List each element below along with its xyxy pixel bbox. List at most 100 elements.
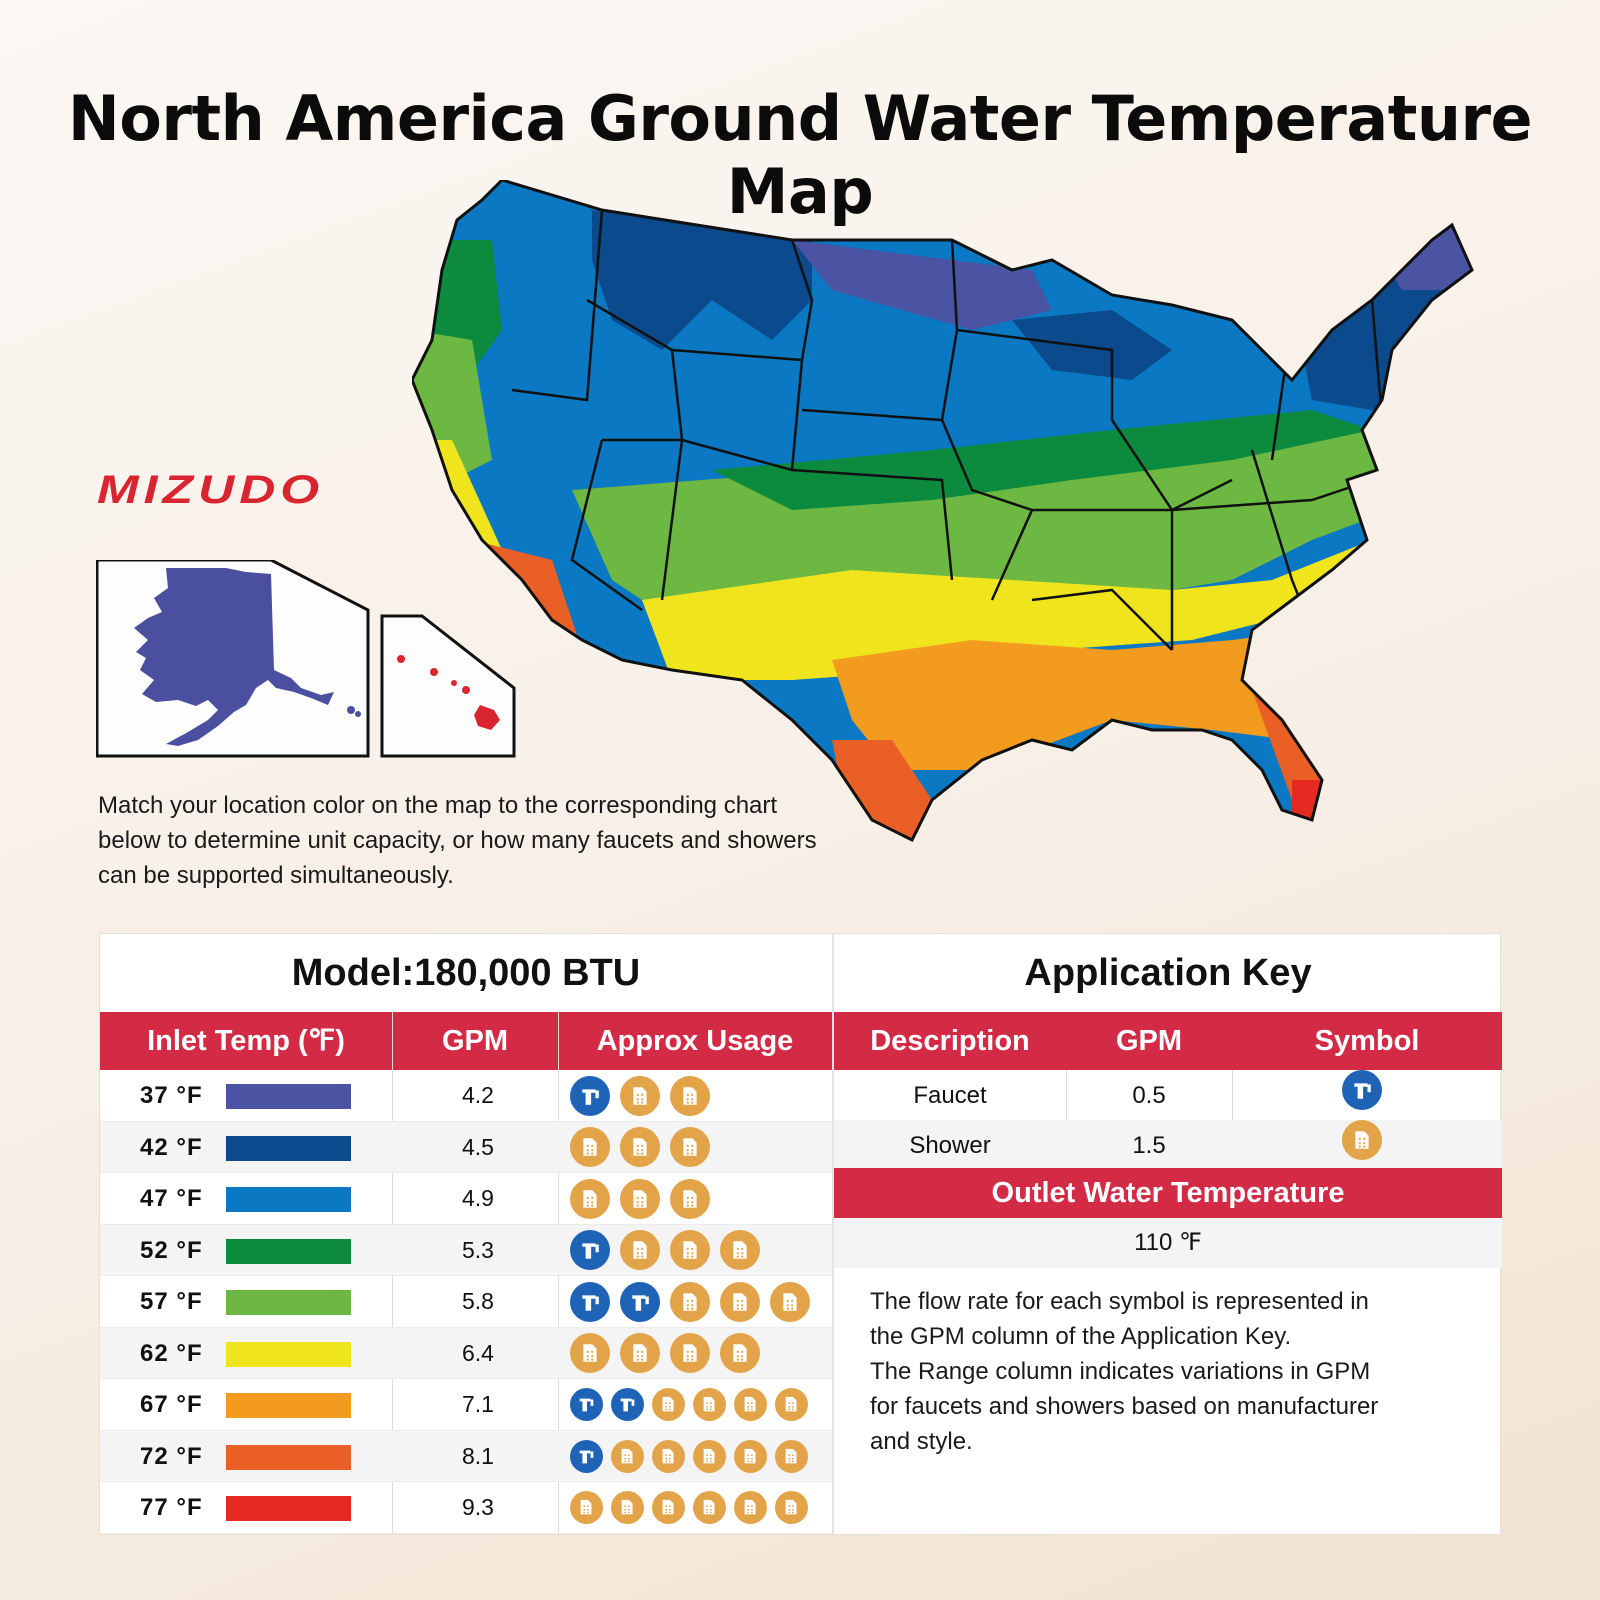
shower-icon [570,1127,610,1167]
usage-icons [570,1225,770,1276]
note-line: The flow rate for each symbol is represe… [870,1288,1369,1315]
shower-icon [620,1127,660,1167]
usage-icons [570,1431,816,1482]
inlet-temp: 42 °F [140,1133,203,1161]
usage-icons [570,1482,816,1533]
inlet-temp: 77 °F [140,1494,203,1521]
shower-icon [670,1178,710,1219]
application-key-header-row: Description GPM Symbol [834,1012,1502,1070]
shower-icon [720,1230,760,1270]
shower-icon [670,1333,710,1373]
table-row: 67 °F 7.1 [100,1379,832,1431]
gpm-value: 5.3 [462,1236,494,1263]
alaska-hawaii-inset [96,560,516,758]
header-approx-usage: Approx Usage [596,1025,794,1057]
shower-icon [652,1491,685,1524]
shower-icon [734,1388,767,1421]
shower-icon [775,1388,808,1421]
temp-color-swatch [226,1444,351,1470]
shower-icon [670,1281,710,1322]
shower-icon [652,1439,685,1473]
shower-icon [620,1075,660,1116]
shower-icon [693,1388,726,1421]
key-faucet-symbol [1232,1070,1502,1121]
header-gpm: GPM [441,1025,509,1057]
key-shower-symbol [1232,1120,1502,1168]
capacity-rows: 37 °F 4.2 42 °F 4.5 47 °F 4.9 52 °F 5.3 57 °F 5.8… [100,1070,832,1534]
table-row: 47 °F 4.9 [100,1173,832,1225]
table-row: 42 °F 4.5 [100,1121,832,1173]
shower-icon [611,1491,644,1524]
shower-icon [670,1127,710,1167]
usage-icons [570,1173,720,1224]
table-row: 57 °F 5.8 [100,1276,832,1328]
shower-icon [1342,1120,1382,1160]
map-instructions: Match your location color on the map to … [98,792,817,889]
header-description: Description [870,1025,1030,1057]
capacity-table: Model:180,000 BTU Inlet Temp (℉) GPM App… [100,934,832,1534]
temp-color-swatch [226,1187,351,1212]
gpm-value: 9.3 [462,1494,494,1520]
inlet-temp: 57 °F [140,1288,203,1315]
faucet-icon [570,1230,610,1270]
usage-icons [570,1122,720,1173]
capacity-panel: Model:180,000 BTU Inlet Temp (℉) GPM App… [100,934,1502,1534]
header-symbol: Symbol [1314,1025,1420,1057]
shower-icon [693,1491,726,1524]
shower-icon [720,1333,760,1373]
gpm-value: 4.2 [462,1082,494,1108]
capacity-header-row: Inlet Temp (℉) GPM Approx Usage [100,1012,832,1070]
inlet-temp: 37 °F [140,1082,203,1109]
faucet-icon [570,1075,610,1116]
shower-icon [693,1439,726,1473]
key-faucet-label: Faucet [913,1082,987,1109]
table-row: 72 °F 8.1 [100,1430,832,1482]
note-line: The Range column indicates variations in… [870,1358,1371,1385]
usage-icons [570,1070,720,1121]
shower-icon [652,1388,685,1421]
shower-icon [570,1491,603,1524]
shower-icon [775,1491,808,1524]
inlet-temp: 67 °F [140,1391,203,1418]
shower-icon [770,1281,810,1322]
faucet-icon [620,1281,660,1322]
key-shower-label: Shower [909,1132,991,1159]
gpm-value: 4.5 [462,1133,494,1160]
usage-icons [570,1276,820,1327]
brand-logo: MIZUDO [97,468,325,512]
key-shower-gpm: 1.5 [1132,1132,1166,1159]
model-title: Model:180,000 BTU [291,952,641,994]
us-groundwater-map [412,180,1474,843]
shower-icon [734,1439,767,1473]
inlet-temp: 52 °F [140,1236,203,1264]
usage-icons [570,1379,816,1430]
shower-icon [670,1075,710,1116]
shower-icon [775,1439,808,1473]
table-row: 77 °F 9.3 [100,1482,832,1534]
outlet-temp-header: Outlet Water Temperature [834,1168,1502,1218]
inlet-temp: 47 °F [140,1185,203,1212]
shower-icon [620,1178,660,1219]
usage-icons [570,1328,770,1379]
temp-color-swatch [226,1496,351,1521]
header-inlet-temp: Inlet Temp (℉) [147,1025,345,1057]
application-key-title: Application Key [1024,952,1312,994]
shower-icon [570,1178,610,1219]
table-row: 52 °F 5.3 [100,1224,832,1276]
temp-color-swatch [226,1290,351,1315]
note-line: for faucets and showers based on manufac… [870,1393,1379,1420]
key-row-faucet: Faucet 0.5 [834,1070,1502,1121]
temp-color-swatch [226,1135,351,1161]
header-key-gpm: GPM [1115,1025,1183,1057]
temp-color-swatch [226,1393,351,1418]
temp-color-swatch [226,1341,351,1367]
shower-icon [570,1333,610,1373]
page-title: North America Ground Water Temperature M… [67,82,1533,228]
gpm-value: 7.1 [462,1391,494,1417]
note-line: and style. [870,1428,973,1455]
key-faucet-gpm: 0.5 [1132,1082,1166,1109]
gpm-value: 8.1 [462,1442,494,1469]
temp-color-swatch [226,1084,351,1109]
hawaii-islands [397,655,500,730]
faucet-icon [570,1281,610,1322]
